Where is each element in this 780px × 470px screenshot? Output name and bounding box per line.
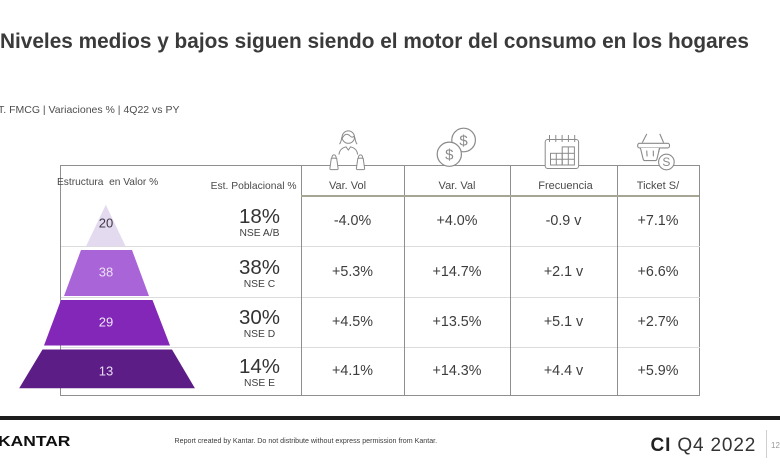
svg-text:20: 20 (99, 216, 113, 231)
svg-text:$: $ (445, 147, 454, 164)
svg-text:29: 29 (99, 315, 113, 330)
svg-text:$: $ (459, 132, 468, 149)
svg-text:S: S (662, 155, 670, 169)
svg-text:38: 38 (99, 265, 113, 280)
svg-text:13: 13 (99, 364, 113, 379)
